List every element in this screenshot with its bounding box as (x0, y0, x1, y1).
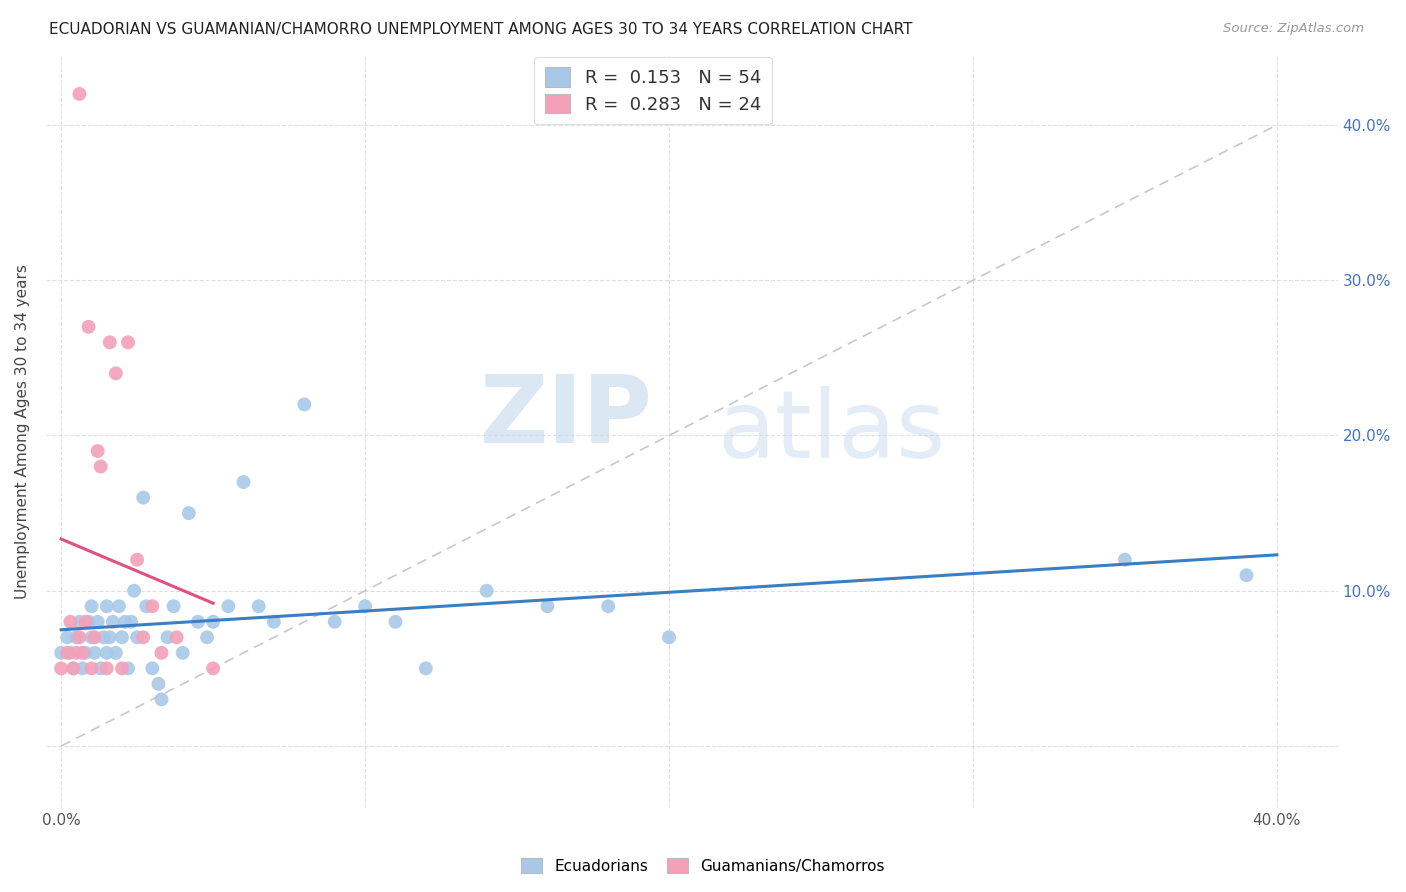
Point (122, 583, 145, 598)
Point (114, 615, 136, 629)
Point (132, 491, 155, 505)
Legend: R =  0.153   N = 54, R =  0.283   N = 24: R = 0.153 N = 54, R = 0.283 N = 24 (534, 56, 772, 124)
Point (1114, 552, 1136, 566)
Point (354, 599, 377, 614)
Point (111, 661, 134, 675)
Point (148, 677, 170, 691)
Point (77, 615, 100, 629)
Point (96, 646, 118, 660)
Point (83, 646, 105, 660)
Point (141, 661, 163, 675)
Point (90, 661, 112, 675)
Point (132, 630, 155, 644)
Point (51, 661, 73, 675)
Point (117, 335, 139, 350)
Text: atlas: atlas (717, 385, 946, 477)
Point (62, 661, 84, 675)
Point (117, 661, 139, 675)
Point (67, 87, 90, 101)
Point (141, 599, 163, 614)
Point (98, 335, 121, 350)
Point (75, 646, 97, 660)
Point (104, 367, 127, 381)
Point (98, 630, 121, 644)
Point (104, 646, 127, 660)
Point (658, 630, 681, 644)
Point (93, 630, 115, 644)
Point (263, 615, 285, 629)
Point (96, 599, 118, 614)
Point (80, 599, 103, 614)
Point (56, 646, 79, 660)
Point (72, 661, 94, 675)
Point (120, 615, 142, 629)
Point (80, 661, 103, 675)
Point (162, 599, 184, 614)
Point (536, 599, 558, 614)
Point (156, 630, 179, 644)
Point (166, 630, 188, 644)
Point (202, 615, 225, 629)
Point (202, 661, 225, 675)
Point (127, 552, 149, 566)
Point (65, 630, 87, 644)
Text: ECUADORIAN VS GUAMANIAN/CHAMORRO UNEMPLOYMENT AMONG AGES 30 TO 34 YEARS CORRELAT: ECUADORIAN VS GUAMANIAN/CHAMORRO UNEMPLO… (49, 22, 912, 37)
Point (127, 630, 149, 644)
Point (80, 630, 103, 644)
Point (72, 646, 94, 660)
Point (90, 459, 112, 474)
Point (384, 615, 406, 629)
Point (150, 692, 173, 706)
Point (101, 615, 124, 629)
Text: Source: ZipAtlas.com: Source: ZipAtlas.com (1223, 22, 1364, 36)
Point (217, 599, 239, 614)
Point (108, 599, 131, 614)
Point (415, 661, 437, 675)
Point (598, 599, 620, 614)
Y-axis label: Unemployment Among Ages 30 to 34 years: Unemployment Among Ages 30 to 34 years (15, 264, 30, 599)
Point (111, 630, 134, 644)
Point (56, 630, 79, 644)
Point (86, 615, 108, 629)
Point (187, 615, 209, 629)
Point (135, 599, 157, 614)
Point (83, 630, 105, 644)
Point (75, 615, 97, 629)
Point (62, 661, 84, 675)
Point (67, 630, 90, 644)
Point (77, 319, 100, 334)
Point (1236, 568, 1258, 582)
Point (67, 615, 90, 629)
Point (96, 661, 118, 675)
Point (150, 646, 173, 660)
Point (292, 397, 315, 411)
Point (232, 475, 254, 489)
Point (59, 615, 82, 629)
Point (247, 599, 270, 614)
Point (323, 615, 346, 629)
Legend: Ecuadorians, Guamanians/Chamorros: Ecuadorians, Guamanians/Chamorros (515, 852, 891, 880)
Point (177, 506, 200, 520)
Point (86, 444, 108, 458)
Point (195, 630, 218, 644)
Point (475, 583, 498, 598)
Point (172, 646, 194, 660)
Point (59, 646, 82, 660)
Point (65, 646, 87, 660)
Text: ZIP: ZIP (481, 370, 652, 463)
Point (51, 646, 73, 660)
